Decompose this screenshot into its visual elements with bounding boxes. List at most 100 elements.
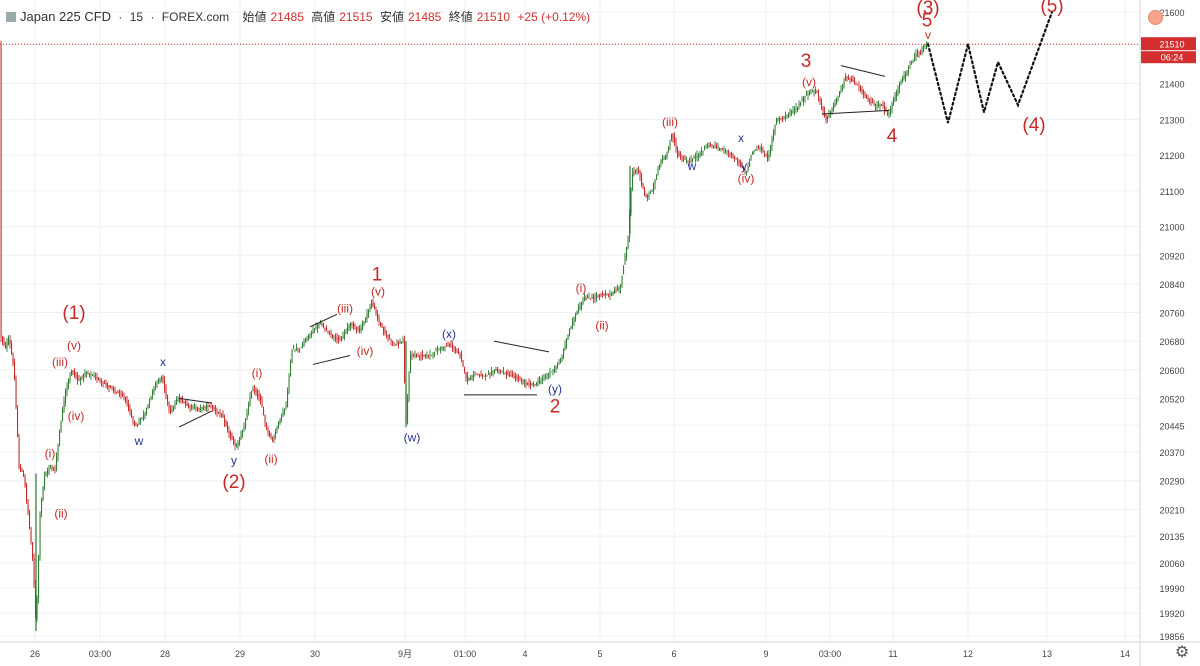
candle-body [741, 165, 743, 168]
symbol-name[interactable]: Japan 225 CFD [20, 9, 112, 24]
candle-body [657, 168, 659, 175]
candle-body [779, 118, 781, 120]
candle-body [365, 317, 367, 321]
candle-body [654, 179, 656, 185]
candle-body [801, 99, 803, 102]
candle-body [924, 48, 926, 49]
wave-label: (v) [371, 284, 385, 298]
candle-body [707, 144, 709, 147]
candle-body [332, 335, 334, 337]
candle-body [561, 355, 563, 361]
candle-body [582, 300, 584, 304]
candle-body [810, 93, 812, 94]
candle-body [309, 334, 311, 336]
candle-body [495, 370, 497, 372]
candle-body [630, 188, 632, 213]
candle-body [624, 255, 626, 265]
candle-body [32, 542, 34, 558]
wave-label: w [134, 434, 144, 448]
candle-body [287, 391, 289, 407]
candle-body [731, 153, 733, 156]
candle-body [666, 151, 668, 157]
candle-body [504, 372, 506, 374]
candle-body [260, 396, 262, 401]
candle-body [687, 161, 689, 163]
candle-body [99, 380, 101, 381]
candle-body [873, 104, 875, 106]
alert-dot-icon[interactable] [1148, 10, 1163, 25]
candle-body [314, 330, 316, 332]
candle-body [585, 298, 587, 299]
trend-line [312, 355, 351, 365]
candle-body [543, 377, 545, 378]
candle-body [104, 382, 106, 384]
candle-body [431, 355, 433, 357]
candle-body [500, 371, 502, 373]
candle-body [798, 103, 800, 107]
candle-body [639, 170, 641, 178]
candle-body [17, 408, 19, 437]
candle-body [243, 426, 245, 431]
candle-body [207, 406, 209, 408]
candle-body [563, 349, 565, 357]
candle-body [759, 147, 761, 150]
candle-body [282, 411, 284, 417]
candle-body [648, 195, 650, 196]
candle-body [915, 54, 917, 57]
trend-line [309, 313, 338, 328]
candle-body [116, 391, 118, 393]
candle-body [665, 155, 667, 159]
candle-body [477, 373, 479, 375]
wave-label: (iv) [357, 344, 374, 358]
candle-body [621, 276, 623, 285]
candle-body [800, 102, 802, 106]
candle-body [308, 335, 310, 338]
candle-body [816, 90, 818, 93]
candle-body [113, 388, 115, 390]
candle-body [875, 104, 877, 106]
candle-body [254, 388, 256, 392]
candle-body [225, 421, 227, 426]
candle-body [302, 343, 304, 348]
wave-label: (i) [576, 281, 587, 295]
candle-body [300, 347, 302, 349]
candle-body [288, 376, 290, 392]
candle-body [53, 468, 55, 470]
candle-body [252, 389, 254, 391]
candle-body [201, 407, 203, 410]
candle-body [170, 408, 172, 413]
candle-body [566, 339, 568, 345]
candle-body [609, 294, 611, 296]
candle-body [219, 413, 221, 414]
candle-body [293, 348, 295, 350]
candle-body [140, 418, 142, 422]
candle-body [29, 513, 31, 528]
candle-body [527, 383, 529, 385]
candle-body [111, 387, 113, 389]
candle-body [725, 150, 727, 151]
candle-body [492, 371, 494, 373]
candle-body [558, 363, 560, 365]
candle-body [864, 93, 866, 96]
candle-body [369, 306, 371, 310]
settings-gear-icon[interactable]: ⚙ [1174, 644, 1190, 661]
candle-body [303, 342, 305, 345]
x-tick-label: 12 [963, 649, 973, 659]
candle-body [92, 375, 94, 376]
candle-body [371, 302, 373, 307]
candle-body [620, 285, 622, 289]
candle-body [881, 104, 883, 106]
candle-body [528, 383, 530, 385]
candle-body [476, 373, 478, 375]
candle-body [753, 150, 755, 152]
candle-body [902, 78, 904, 83]
wave-label: (iii) [337, 302, 353, 316]
candle-body [512, 374, 514, 376]
interval[interactable]: 15 [129, 10, 144, 24]
candle-body [128, 404, 130, 410]
candle-body [683, 158, 685, 160]
candle-body [14, 362, 16, 380]
candle-body [411, 355, 413, 357]
candle-body [216, 410, 218, 413]
